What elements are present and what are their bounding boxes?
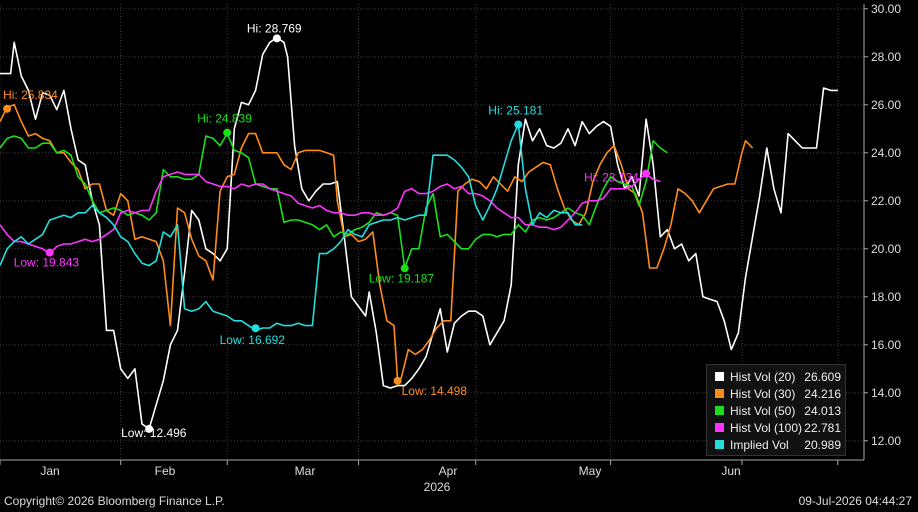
y-tick-label: 14.00	[871, 386, 901, 400]
legend-last-value: 26.609	[804, 370, 841, 384]
extreme-label: Hi: 24.839	[197, 112, 252, 126]
legend-swatch	[715, 423, 724, 432]
y-tick-label: 28.00	[871, 50, 901, 64]
extreme-label: Low: 16.692	[220, 333, 286, 347]
extreme-label: Low: 12.496	[121, 426, 187, 440]
copyright-text: Copyright© 2026 Bloomberg Finance L.P.	[4, 494, 225, 508]
x-tick-label: May	[579, 464, 602, 478]
legend-swatch	[715, 389, 724, 398]
extreme-marker	[251, 324, 260, 333]
y-tick-label: 12.00	[871, 434, 901, 448]
y-tick-label: 16.00	[871, 338, 901, 352]
legend-last-value: 24.013	[804, 404, 841, 418]
legend-series-name: Hist Vol (30)	[730, 387, 796, 401]
series-line-2	[0, 132, 668, 269]
legend-series-name: Hist Vol (50)	[730, 404, 796, 418]
x-tick-label: Jun	[721, 464, 740, 478]
y-tick-label: 26.00	[871, 98, 901, 112]
extreme-marker	[400, 264, 409, 273]
extreme-marker	[393, 376, 402, 385]
legend-swatch	[715, 406, 724, 415]
legend-entry: Hist Vol (20) 26.609	[713, 369, 843, 386]
y-tick-label: 22.00	[871, 194, 901, 208]
x-year-label: 2026	[424, 480, 451, 494]
extreme-label: Hi: 28.769	[247, 21, 302, 35]
series-line-3	[0, 171, 661, 255]
extreme-marker	[642, 169, 651, 178]
extreme-label: Low: 19.187	[369, 271, 435, 285]
y-tick-label: 30.00	[871, 2, 901, 16]
extreme-marker	[223, 128, 232, 137]
legend-last-value: 24.216	[804, 387, 841, 401]
x-tick-label: Mar	[295, 464, 316, 478]
y-tick-label: 24.00	[871, 146, 901, 160]
extreme-label: Low: 19.843	[14, 256, 80, 270]
legend-swatch	[715, 440, 724, 449]
extreme-marker	[514, 120, 523, 129]
grid: 12.00 14.00 16.00 18.00 20.00 22.00 24.00 26.00…	[0, 2, 901, 460]
legend-entry: Hist Vol (30) 24.216	[713, 386, 843, 403]
extreme-label: Hi: 25.181	[488, 103, 543, 117]
chart-legend: Hist Vol (20) 26.609 Hist Vol (30) 24.216 Hi…	[706, 364, 846, 456]
series-line-0	[0, 36, 838, 430]
y-tick-label: 20.00	[871, 242, 901, 256]
extreme-marker	[272, 34, 281, 43]
legend-last-value: 20.989	[804, 438, 841, 452]
legend-entry: Hist Vol (50) 24.013	[713, 403, 843, 420]
series-line-4	[0, 123, 583, 332]
y-tick-label: 18.00	[871, 290, 901, 304]
legend-last-value: 22.781	[804, 421, 841, 435]
legend-series-name: Implied Vol	[730, 438, 789, 452]
x-tick-label: Jan	[40, 464, 59, 478]
extreme-marker	[145, 424, 154, 433]
x-tick-label: Feb	[155, 464, 176, 478]
extreme-label: Hi: 25.834	[3, 88, 58, 102]
extreme-label: Hi: 23.134	[584, 171, 639, 185]
legend-entry: Hist Vol (100) 22.781	[713, 420, 843, 437]
extreme-marker	[3, 104, 12, 113]
legend-swatch	[715, 372, 724, 381]
extreme-label: Low: 14.498	[402, 384, 468, 398]
x-tick-label: Apr	[439, 464, 458, 478]
legend-series-name: Hist Vol (20)	[730, 370, 796, 384]
legend-series-name: Hist Vol (100)	[730, 421, 803, 435]
timestamp-text: 09-Jul-2026 04:44:27	[798, 494, 912, 508]
legend-entry: Implied Vol 20.989	[713, 437, 843, 454]
extreme-marker	[45, 248, 54, 257]
series-line-1	[0, 104, 754, 382]
